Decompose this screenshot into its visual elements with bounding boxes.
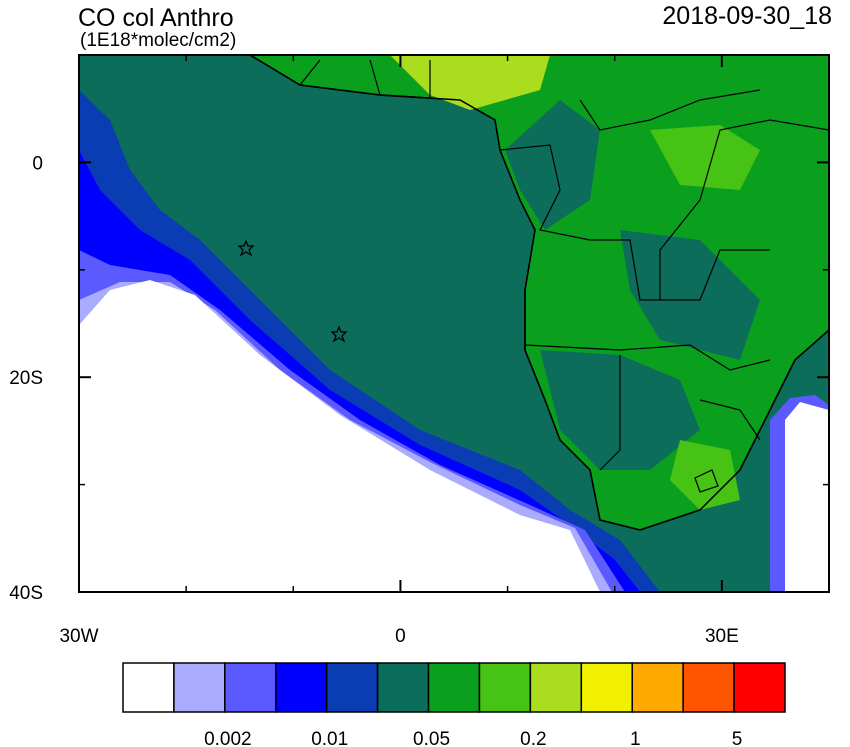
colorbar-box — [682, 662, 735, 713]
title: CO col Anthro — [78, 4, 234, 32]
land-mid — [650, 125, 760, 190]
clean-air — [785, 402, 829, 592]
map-field — [79, 55, 829, 592]
x-tick-label: 30W — [59, 626, 98, 647]
colorbar-box — [427, 662, 481, 713]
clean-air — [79, 280, 600, 592]
land-mid — [670, 440, 740, 510]
date: 2018-09-30_18 — [662, 2, 832, 30]
colorbar-label: 1 — [630, 729, 641, 747]
colorbar-box — [478, 662, 532, 713]
colorbar-box — [631, 662, 684, 713]
land-low — [620, 230, 760, 360]
x-tick-label: 30E — [705, 626, 739, 647]
colorbar-box — [580, 662, 633, 713]
stars — [237, 239, 348, 343]
land-low — [505, 100, 600, 230]
colorbar-label: 5 — [732, 729, 743, 747]
colorbar-label: 0.05 — [413, 729, 450, 747]
colorbar-box — [275, 662, 328, 713]
colorbar-label: 0.002 — [204, 729, 252, 747]
borders — [299, 59, 829, 493]
subtitle: (1E18*molec/cm2) — [80, 30, 236, 51]
colorbar-box — [325, 662, 379, 713]
colorbar: 0.002 0.01 0.05 0.2 1 5 — [122, 662, 786, 747]
colorbar-label: 0.01 — [311, 729, 348, 747]
y-tick-label: 0 — [32, 153, 43, 174]
colorbar-box — [376, 662, 430, 713]
colorbar-label: 0.2 — [520, 729, 546, 747]
colorbar-box — [224, 662, 277, 713]
y-tick-label: 20S — [9, 368, 43, 389]
axes: 30W 0 30E 0 20S 40S — [9, 54, 830, 647]
x-tick-label: 0 — [395, 626, 406, 647]
colorbar-box — [733, 662, 786, 713]
plot-frame — [78, 54, 830, 593]
colorbar-box — [173, 662, 226, 713]
y-tick-label: 40S — [9, 583, 43, 604]
colorbar-box — [529, 662, 583, 713]
colorbar-box — [122, 662, 175, 713]
coastline — [249, 55, 829, 531]
